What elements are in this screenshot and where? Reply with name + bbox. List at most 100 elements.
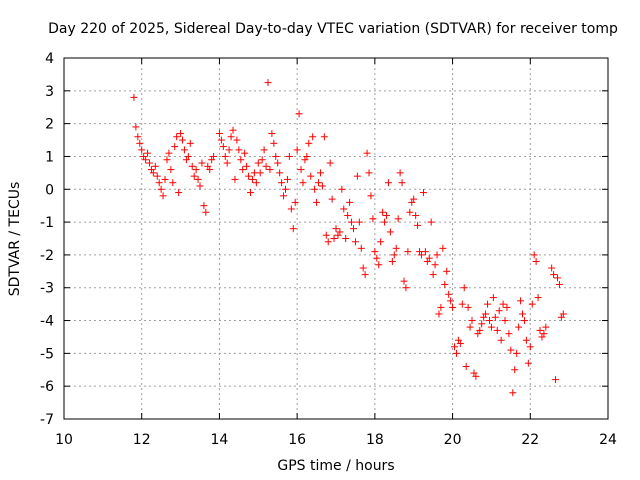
data-point — [499, 300, 507, 308]
gridlines — [64, 58, 608, 419]
plot-frame — [63, 57, 609, 420]
y-tick-label: 1 — [45, 149, 54, 165]
data-point — [367, 192, 375, 200]
data-point — [313, 198, 321, 206]
data-point — [501, 317, 509, 325]
y-tick-label: 3 — [45, 84, 54, 100]
data-point — [390, 251, 398, 259]
data-point — [476, 326, 484, 334]
data-point — [254, 159, 262, 167]
data-points — [130, 79, 567, 397]
data-point — [386, 228, 394, 236]
data-point — [332, 225, 340, 233]
data-point — [344, 212, 352, 220]
x-tick-label: 18 — [366, 432, 384, 448]
data-point — [421, 248, 429, 256]
data-point — [550, 271, 558, 279]
data-point — [346, 198, 354, 206]
y-tick-label: 4 — [45, 51, 54, 67]
data-point — [396, 169, 404, 177]
data-point — [365, 169, 373, 177]
data-point — [509, 389, 517, 397]
x-tick-label: 24 — [599, 432, 617, 448]
data-point — [548, 264, 556, 272]
data-point — [410, 195, 418, 203]
data-point — [186, 139, 194, 147]
y-tick-label: -1 — [40, 215, 54, 231]
data-point — [318, 182, 326, 190]
data-point — [555, 280, 563, 288]
x-tick-label: 16 — [288, 432, 306, 448]
data-point — [256, 169, 264, 177]
data-point — [532, 257, 540, 265]
data-point — [524, 359, 532, 367]
data-point — [435, 310, 443, 318]
data-point — [452, 349, 460, 357]
data-point — [243, 162, 251, 170]
data-point — [485, 317, 493, 325]
data-point — [552, 376, 560, 384]
data-point — [175, 189, 183, 197]
data-point — [155, 179, 163, 187]
data-point — [400, 277, 408, 285]
data-point — [219, 143, 227, 151]
data-point — [369, 215, 377, 223]
data-point — [447, 297, 455, 305]
data-point — [198, 159, 206, 167]
data-point — [132, 123, 140, 131]
data-point — [328, 195, 336, 203]
data-point — [235, 146, 243, 154]
data-point — [355, 218, 363, 226]
data-point — [534, 294, 542, 302]
data-point — [557, 313, 565, 321]
data-point — [272, 152, 280, 160]
data-point — [293, 146, 301, 154]
data-point — [334, 231, 342, 239]
data-point — [480, 313, 488, 321]
x-axis-label: GPS time / hours — [277, 458, 394, 474]
data-point — [431, 261, 439, 269]
data-point — [398, 179, 406, 187]
data-point — [408, 198, 416, 206]
x-tick-label: 12 — [133, 432, 151, 448]
data-point — [221, 152, 229, 160]
data-point — [503, 303, 511, 311]
data-point — [324, 238, 332, 246]
data-point — [379, 208, 387, 216]
data-point — [412, 212, 420, 220]
data-point — [474, 330, 482, 338]
data-point — [225, 146, 233, 154]
data-point — [227, 133, 235, 141]
data-point — [173, 133, 181, 141]
data-point — [388, 257, 396, 265]
data-point — [276, 169, 284, 177]
data-point — [229, 126, 237, 134]
data-point — [458, 300, 466, 308]
data-point — [559, 310, 567, 318]
data-point — [342, 235, 350, 242]
data-point — [489, 294, 497, 302]
y-tick-labels: 4 3 2 1 0 -1 -2 -3 -4 -5 -6 -7 — [40, 51, 54, 428]
data-point — [373, 254, 381, 262]
data-point — [184, 152, 192, 160]
data-point — [439, 244, 447, 252]
data-point — [361, 271, 369, 279]
data-point — [460, 284, 468, 292]
data-point — [449, 303, 457, 311]
y-tick-label: -2 — [40, 248, 54, 264]
data-point — [264, 79, 272, 87]
x-tick-label: 22 — [521, 432, 539, 448]
data-point — [138, 146, 146, 154]
data-point — [177, 129, 185, 137]
data-point — [470, 369, 478, 377]
data-point — [445, 290, 453, 298]
data-point — [540, 330, 548, 338]
data-point — [285, 152, 293, 160]
data-point — [359, 264, 367, 272]
data-point — [478, 320, 486, 328]
data-point — [291, 198, 299, 206]
data-point — [217, 136, 225, 144]
data-point — [305, 139, 313, 147]
data-point — [130, 93, 138, 101]
data-point — [204, 162, 212, 170]
